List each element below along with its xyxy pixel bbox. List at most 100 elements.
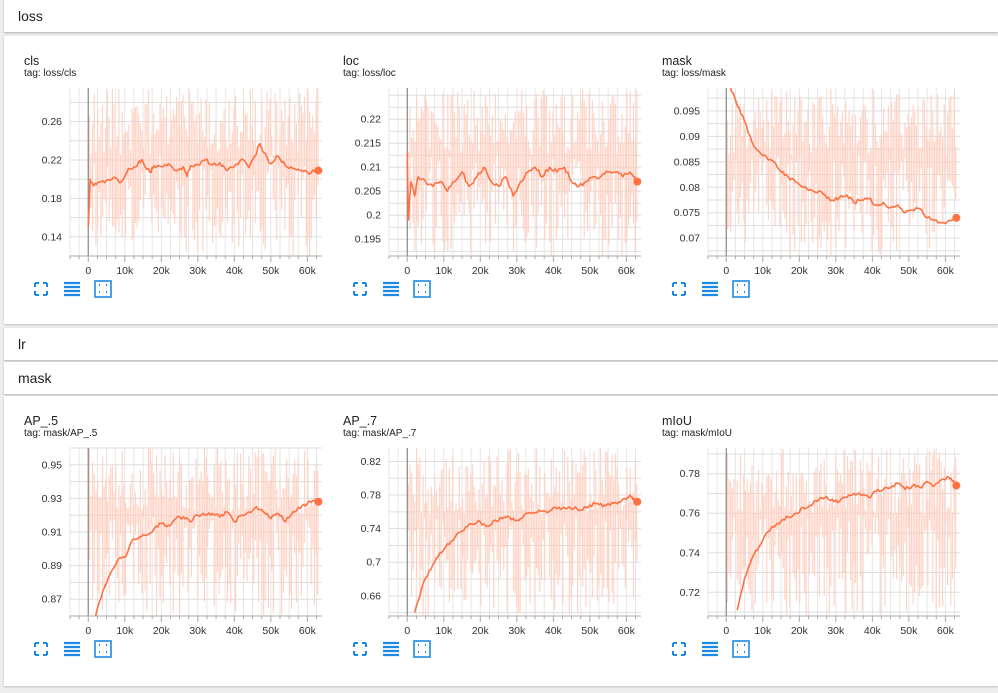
chart-tag: tag: mask/AP_.7 — [343, 428, 417, 439]
last-point-marker — [952, 481, 961, 490]
y-tick-label: 0.74 — [361, 523, 382, 535]
expand-chart-icon[interactable] — [732, 640, 750, 658]
fit-domain-icon[interactable] — [351, 640, 369, 658]
chart-controls — [32, 640, 112, 658]
y-tick-label: 0.72 — [680, 587, 701, 599]
x-tick-label: 30k — [827, 265, 845, 276]
fit-domain-icon[interactable] — [32, 640, 50, 658]
series-line — [94, 498, 319, 616]
y-tick-label: 0.18 — [42, 193, 63, 205]
chart-plot[interactable]: 0.72 0.74 0.76 0.78 0 10k 20k 30k 40k 50k 60k — [642, 396, 962, 636]
x-tick-label: 30k — [189, 265, 207, 276]
chart-plot[interactable]: 0.14 0.18 0.22 0.26 0 10k 20k 30k 40k 50k 60k — [4, 36, 324, 276]
fit-domain-icon[interactable] — [670, 280, 688, 298]
chart-tag: tag: loss/mask — [662, 68, 726, 79]
chart-plot[interactable]: 0.87 0.89 0.91 0.93 0.95 0 10k 20k 30k 40k 50k 60k — [4, 396, 324, 636]
expand-chart-icon[interactable] — [94, 280, 112, 298]
series-line — [87, 142, 319, 228]
x-tick-label: 60k — [618, 265, 636, 276]
fit-domain-icon[interactable] — [670, 640, 688, 658]
x-tick-label: 40k — [226, 265, 244, 276]
chart-tag: tag: mask/AP_.5 — [24, 428, 98, 439]
y-tick-label: 0.76 — [680, 508, 701, 520]
toggle-log-scale-icon[interactable] — [701, 640, 719, 658]
y-tick-label: 0.21 — [361, 162, 382, 174]
last-point-marker — [633, 497, 642, 506]
x-tick-label: 40k — [545, 625, 563, 636]
expand-chart-icon[interactable] — [413, 280, 431, 298]
last-point-marker — [314, 166, 323, 175]
y-tick-label: 0.08 — [680, 182, 701, 194]
expand-chart-icon[interactable] — [732, 280, 750, 298]
y-tick-label: 0.82 — [361, 456, 382, 468]
y-tick-label: 0.7 — [366, 557, 381, 569]
x-tick-label: 50k — [581, 265, 599, 276]
y-tick-label: 0.26 — [42, 116, 63, 128]
y-tick-label: 0.2 — [366, 210, 381, 222]
chart-card-ap7: AP_.7 tag: mask/AP_.7 0.66 0.7 0.74 0.78 0.82 0… — [323, 396, 643, 676]
chart-controls — [670, 640, 750, 658]
toggle-log-scale-icon[interactable] — [63, 640, 81, 658]
x-tick-label: 20k — [472, 625, 490, 636]
x-tick-label: 30k — [508, 625, 526, 636]
y-tick-label: 0.91 — [42, 527, 63, 539]
chart-tag: tag: loss/cls — [24, 68, 77, 79]
section-body-mask: AP_.5 tag: mask/AP_.5 0.87 0.89 0.91 0.93 0.95… — [4, 396, 998, 686]
x-tick-label: 60k — [618, 625, 636, 636]
chart-plot[interactable]: 0.66 0.7 0.74 0.78 0.82 0 10k 20k 30k 40k 50k 60k — [323, 396, 643, 636]
raw-data-band — [88, 448, 319, 616]
x-tick-label: 40k — [545, 265, 563, 276]
y-tick-label: 0.66 — [361, 590, 382, 602]
y-tick-label: 0.085 — [674, 156, 700, 168]
x-tick-label: 40k — [864, 265, 882, 276]
expand-chart-icon[interactable] — [94, 640, 112, 658]
toggle-log-scale-icon[interactable] — [382, 280, 400, 298]
x-tick-label: 50k — [262, 625, 280, 636]
y-tick-label: 0.87 — [42, 594, 63, 606]
y-tick-label: 0.09 — [680, 131, 701, 143]
x-tick-label: 60k — [299, 265, 317, 276]
section-header-lr[interactable]: lr — [4, 328, 998, 360]
chart-card-loc: loc tag: loss/loc 0.195 0.2 0.205 0.21 0.215 0.… — [323, 36, 643, 316]
chart-title: AP_.7 — [343, 414, 378, 428]
y-tick-label: 0.14 — [42, 231, 63, 243]
chart-plot[interactable]: 0.195 0.2 0.205 0.21 0.215 0.22 0 10k 20k 30k 40k 5… — [323, 36, 643, 276]
x-tick-label: 30k — [827, 625, 845, 636]
x-tick-label: 0 — [85, 265, 91, 276]
y-tick-label: 0.07 — [680, 233, 701, 245]
raw-data-band — [407, 89, 638, 256]
x-tick-label: 60k — [937, 625, 955, 636]
section-title: loss — [18, 8, 43, 24]
chart-plot[interactable]: 0.07 0.075 0.08 0.085 0.09 0.095 0 10k 20k 30k 40k… — [642, 36, 962, 276]
section-header-loss[interactable]: loss — [4, 0, 998, 32]
fit-domain-icon[interactable] — [32, 280, 50, 298]
section-title: lr — [18, 336, 26, 352]
fit-domain-icon[interactable] — [351, 280, 369, 298]
chart-tag: tag: loss/loc — [343, 68, 396, 79]
x-tick-label: 10k — [116, 625, 134, 636]
section-header-mask[interactable]: mask — [4, 362, 998, 394]
raw-data-band — [726, 89, 957, 256]
x-tick-label: 0 — [85, 625, 91, 636]
toggle-log-scale-icon[interactable] — [382, 640, 400, 658]
x-tick-label: 50k — [900, 625, 918, 636]
raw-data-band — [407, 448, 638, 616]
toggle-log-scale-icon[interactable] — [701, 280, 719, 298]
series-line — [736, 475, 958, 611]
x-tick-label: 20k — [791, 265, 809, 276]
chart-controls — [351, 640, 431, 658]
x-tick-label: 10k — [754, 265, 772, 276]
x-tick-label: 40k — [226, 625, 244, 636]
x-tick-label: 60k — [299, 625, 317, 636]
y-tick-label: 0.93 — [42, 493, 63, 505]
toggle-log-scale-icon[interactable] — [63, 280, 81, 298]
y-tick-label: 0.215 — [355, 138, 381, 150]
x-tick-label: 50k — [581, 625, 599, 636]
y-tick-label: 0.195 — [355, 234, 381, 246]
expand-chart-icon[interactable] — [413, 640, 431, 658]
x-tick-label: 10k — [435, 625, 453, 636]
x-tick-label: 0 — [723, 265, 729, 276]
section-title: mask — [18, 370, 52, 386]
chart-title: AP_.5 — [24, 414, 59, 428]
x-tick-label: 30k — [189, 625, 207, 636]
